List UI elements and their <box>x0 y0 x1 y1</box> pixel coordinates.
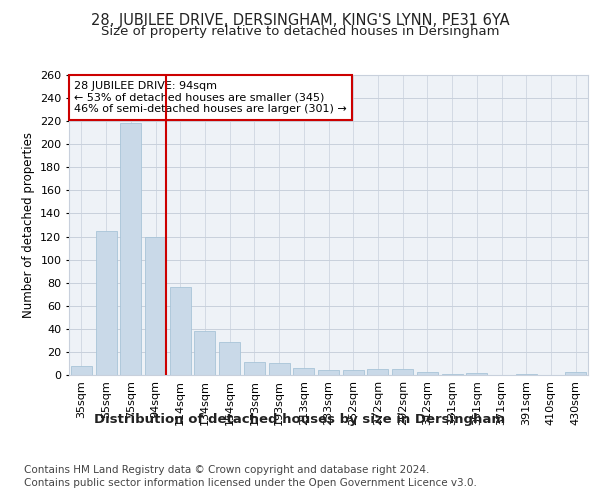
Text: Contains HM Land Registry data © Crown copyright and database right 2024.: Contains HM Land Registry data © Crown c… <box>24 465 430 475</box>
Bar <box>293 368 314 375</box>
Bar <box>71 366 92 375</box>
Bar <box>417 372 438 375</box>
Text: Contains public sector information licensed under the Open Government Licence v3: Contains public sector information licen… <box>24 478 477 488</box>
Bar <box>194 331 215 375</box>
Bar <box>392 369 413 375</box>
Bar <box>442 374 463 375</box>
Bar <box>516 374 537 375</box>
Bar <box>318 370 339 375</box>
Bar <box>269 364 290 375</box>
Bar <box>367 369 388 375</box>
Bar <box>466 372 487 375</box>
Text: Size of property relative to detached houses in Dersingham: Size of property relative to detached ho… <box>101 25 499 38</box>
Bar <box>565 372 586 375</box>
Bar <box>120 124 141 375</box>
Bar <box>343 370 364 375</box>
Y-axis label: Number of detached properties: Number of detached properties <box>22 132 35 318</box>
Bar <box>244 362 265 375</box>
Bar <box>170 288 191 375</box>
Text: Distribution of detached houses by size in Dersingham: Distribution of detached houses by size … <box>94 412 506 426</box>
Text: 28, JUBILEE DRIVE, DERSINGHAM, KING'S LYNN, PE31 6YA: 28, JUBILEE DRIVE, DERSINGHAM, KING'S LY… <box>91 12 509 28</box>
Text: 28 JUBILEE DRIVE: 94sqm
← 53% of detached houses are smaller (345)
46% of semi-d: 28 JUBILEE DRIVE: 94sqm ← 53% of detache… <box>74 81 347 114</box>
Bar <box>219 342 240 375</box>
Bar <box>145 236 166 375</box>
Bar <box>95 231 116 375</box>
